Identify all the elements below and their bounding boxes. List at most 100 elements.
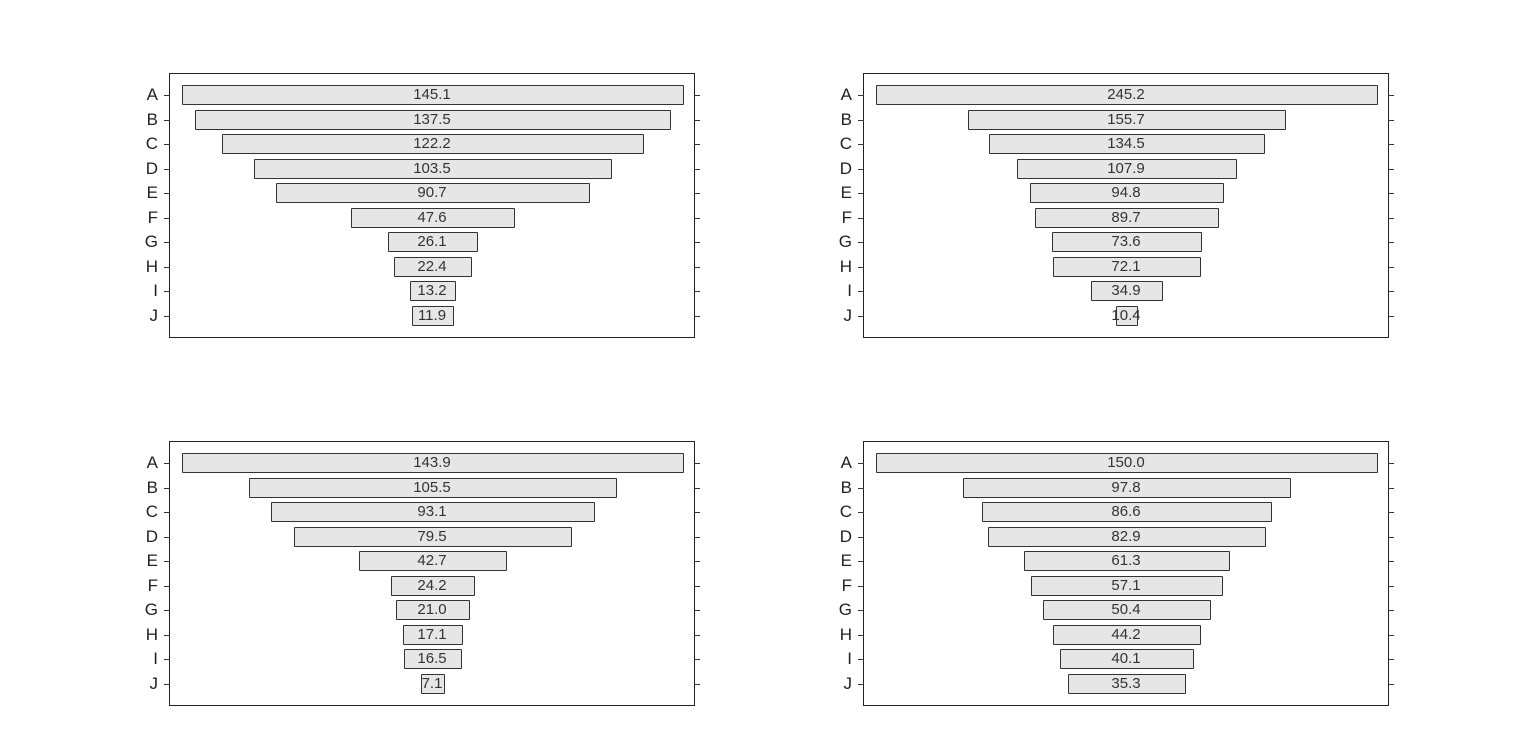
axis-tick-left bbox=[858, 512, 864, 513]
axis-tick-left bbox=[164, 561, 170, 562]
funnel-row: F 57.1 bbox=[842, 575, 1394, 596]
axis-tick-right bbox=[694, 463, 700, 464]
funnel-bar bbox=[1031, 575, 1223, 596]
funnel-bar bbox=[270, 502, 596, 522]
axis-tick-left bbox=[164, 585, 170, 587]
funnel-row: J 10.4 bbox=[844, 305, 1394, 326]
funnel-bar bbox=[404, 649, 462, 669]
axis-tick-right bbox=[694, 610, 700, 611]
funnel-row: B 105.5 bbox=[147, 477, 700, 498]
axis-tick-right bbox=[694, 168, 700, 170]
funnel-bar bbox=[1091, 281, 1163, 301]
funnel-bar bbox=[358, 551, 508, 571]
category-label: H bbox=[839, 256, 852, 276]
axis-tick-left bbox=[164, 487, 170, 489]
axis-tick-right bbox=[694, 487, 700, 489]
axis-tick-right bbox=[694, 144, 700, 145]
funnel-row: C 86.6 bbox=[840, 502, 1394, 522]
category-label: J bbox=[843, 305, 853, 325]
funnel-row: G 73.6 bbox=[839, 232, 1394, 252]
funnel-bar bbox=[412, 305, 454, 326]
axis-tick-left bbox=[164, 512, 170, 513]
funnel-bar bbox=[182, 453, 684, 473]
axis-tick-left bbox=[858, 561, 864, 562]
funnel-row: D 82.9 bbox=[840, 526, 1394, 547]
funnel-row: C 122.2 bbox=[146, 134, 700, 154]
axis-tick-right bbox=[694, 659, 700, 660]
funnel-row: H 22.4 bbox=[146, 256, 700, 277]
funnel-row: J 35.3 bbox=[844, 673, 1394, 694]
funnel-row: C 93.1 bbox=[146, 502, 700, 522]
funnel-bar bbox=[221, 134, 645, 154]
funnel-row: I 34.9 bbox=[847, 281, 1394, 301]
axis-tick-left bbox=[164, 217, 170, 219]
funnel-row: D 103.5 bbox=[146, 158, 700, 179]
category-label: E bbox=[840, 183, 852, 202]
axis-tick-left bbox=[858, 585, 864, 587]
axis-tick-left bbox=[164, 634, 170, 636]
axis-tick-left bbox=[858, 242, 864, 243]
funnel-row: A 143.9 bbox=[147, 453, 700, 473]
axis-tick-left bbox=[858, 487, 864, 489]
funnel-row: A 245.2 bbox=[841, 85, 1394, 105]
funnel-chart-top-right: A 245.2 B 155.7 C 134.5 D 107.9 E 94.8 F 89.7 G 73.6 H… bbox=[839, 73, 1394, 338]
axis-tick-right bbox=[694, 242, 700, 243]
funnel-row: J 7.1 bbox=[150, 673, 700, 694]
axis-tick-right bbox=[694, 634, 700, 636]
funnel-row: E 61.3 bbox=[841, 551, 1394, 571]
funnel-bar bbox=[1035, 207, 1219, 228]
category-label: E bbox=[840, 551, 852, 570]
funnel-bar bbox=[1059, 649, 1195, 669]
category-label: I bbox=[847, 649, 852, 668]
funnel-bar bbox=[989, 134, 1265, 154]
axis-tick-left bbox=[164, 266, 170, 268]
funnel-row: H 44.2 bbox=[840, 624, 1394, 645]
axis-tick-left bbox=[164, 242, 170, 243]
axis-tick-right bbox=[1388, 610, 1394, 611]
funnel-bar bbox=[1051, 232, 1203, 252]
funnel-bar bbox=[1053, 256, 1201, 277]
axis-tick-right bbox=[694, 512, 700, 513]
axis-tick-right bbox=[1388, 585, 1394, 587]
funnel-bar bbox=[1016, 158, 1238, 179]
category-label: F bbox=[147, 207, 158, 227]
axis-tick-left bbox=[164, 659, 170, 660]
category-label: C bbox=[145, 502, 158, 521]
category-label: I bbox=[153, 281, 158, 300]
axis-tick-right bbox=[1388, 561, 1394, 562]
category-label: G bbox=[144, 600, 158, 619]
category-label: D bbox=[839, 526, 852, 546]
axis-tick-left bbox=[858, 463, 864, 464]
category-label: F bbox=[841, 207, 852, 227]
funnel-row: H 72.1 bbox=[840, 256, 1394, 277]
category-label: I bbox=[847, 281, 852, 300]
axis-tick-left bbox=[164, 536, 170, 538]
funnel-chart-top-left: A 145.1 B 137.5 C 122.2 D 103.5 E 90.7 F 47.6 G 26.1 H… bbox=[145, 73, 700, 338]
funnel-bar bbox=[294, 526, 572, 547]
axis-tick-left bbox=[858, 659, 864, 660]
axis-tick-left bbox=[858, 193, 864, 194]
funnel-row: I 16.5 bbox=[153, 649, 700, 669]
axis-tick-left bbox=[858, 217, 864, 219]
funnel-bar bbox=[982, 502, 1272, 522]
axis-tick-right bbox=[1388, 144, 1394, 145]
category-label: D bbox=[839, 158, 852, 178]
axis-tick-right bbox=[1388, 683, 1394, 685]
axis-tick-right bbox=[1388, 95, 1394, 96]
funnel-row: E 42.7 bbox=[147, 551, 700, 571]
funnel-row: A 150.0 bbox=[841, 453, 1394, 473]
axis-tick-left bbox=[164, 168, 170, 170]
funnel-bar bbox=[387, 232, 479, 252]
axis-tick-right bbox=[1388, 634, 1394, 636]
axis-tick-right bbox=[694, 561, 700, 562]
funnel-bar bbox=[350, 207, 516, 228]
axis-tick-left bbox=[858, 536, 864, 538]
funnel-bar bbox=[403, 624, 463, 645]
funnel-bar bbox=[420, 673, 446, 694]
axis-tick-left bbox=[164, 315, 170, 317]
funnel-row: I 13.2 bbox=[153, 281, 700, 301]
axis-tick-right bbox=[694, 95, 700, 96]
category-label: G bbox=[144, 232, 158, 251]
category-label: H bbox=[145, 624, 158, 644]
funnel-bar bbox=[876, 85, 1378, 105]
